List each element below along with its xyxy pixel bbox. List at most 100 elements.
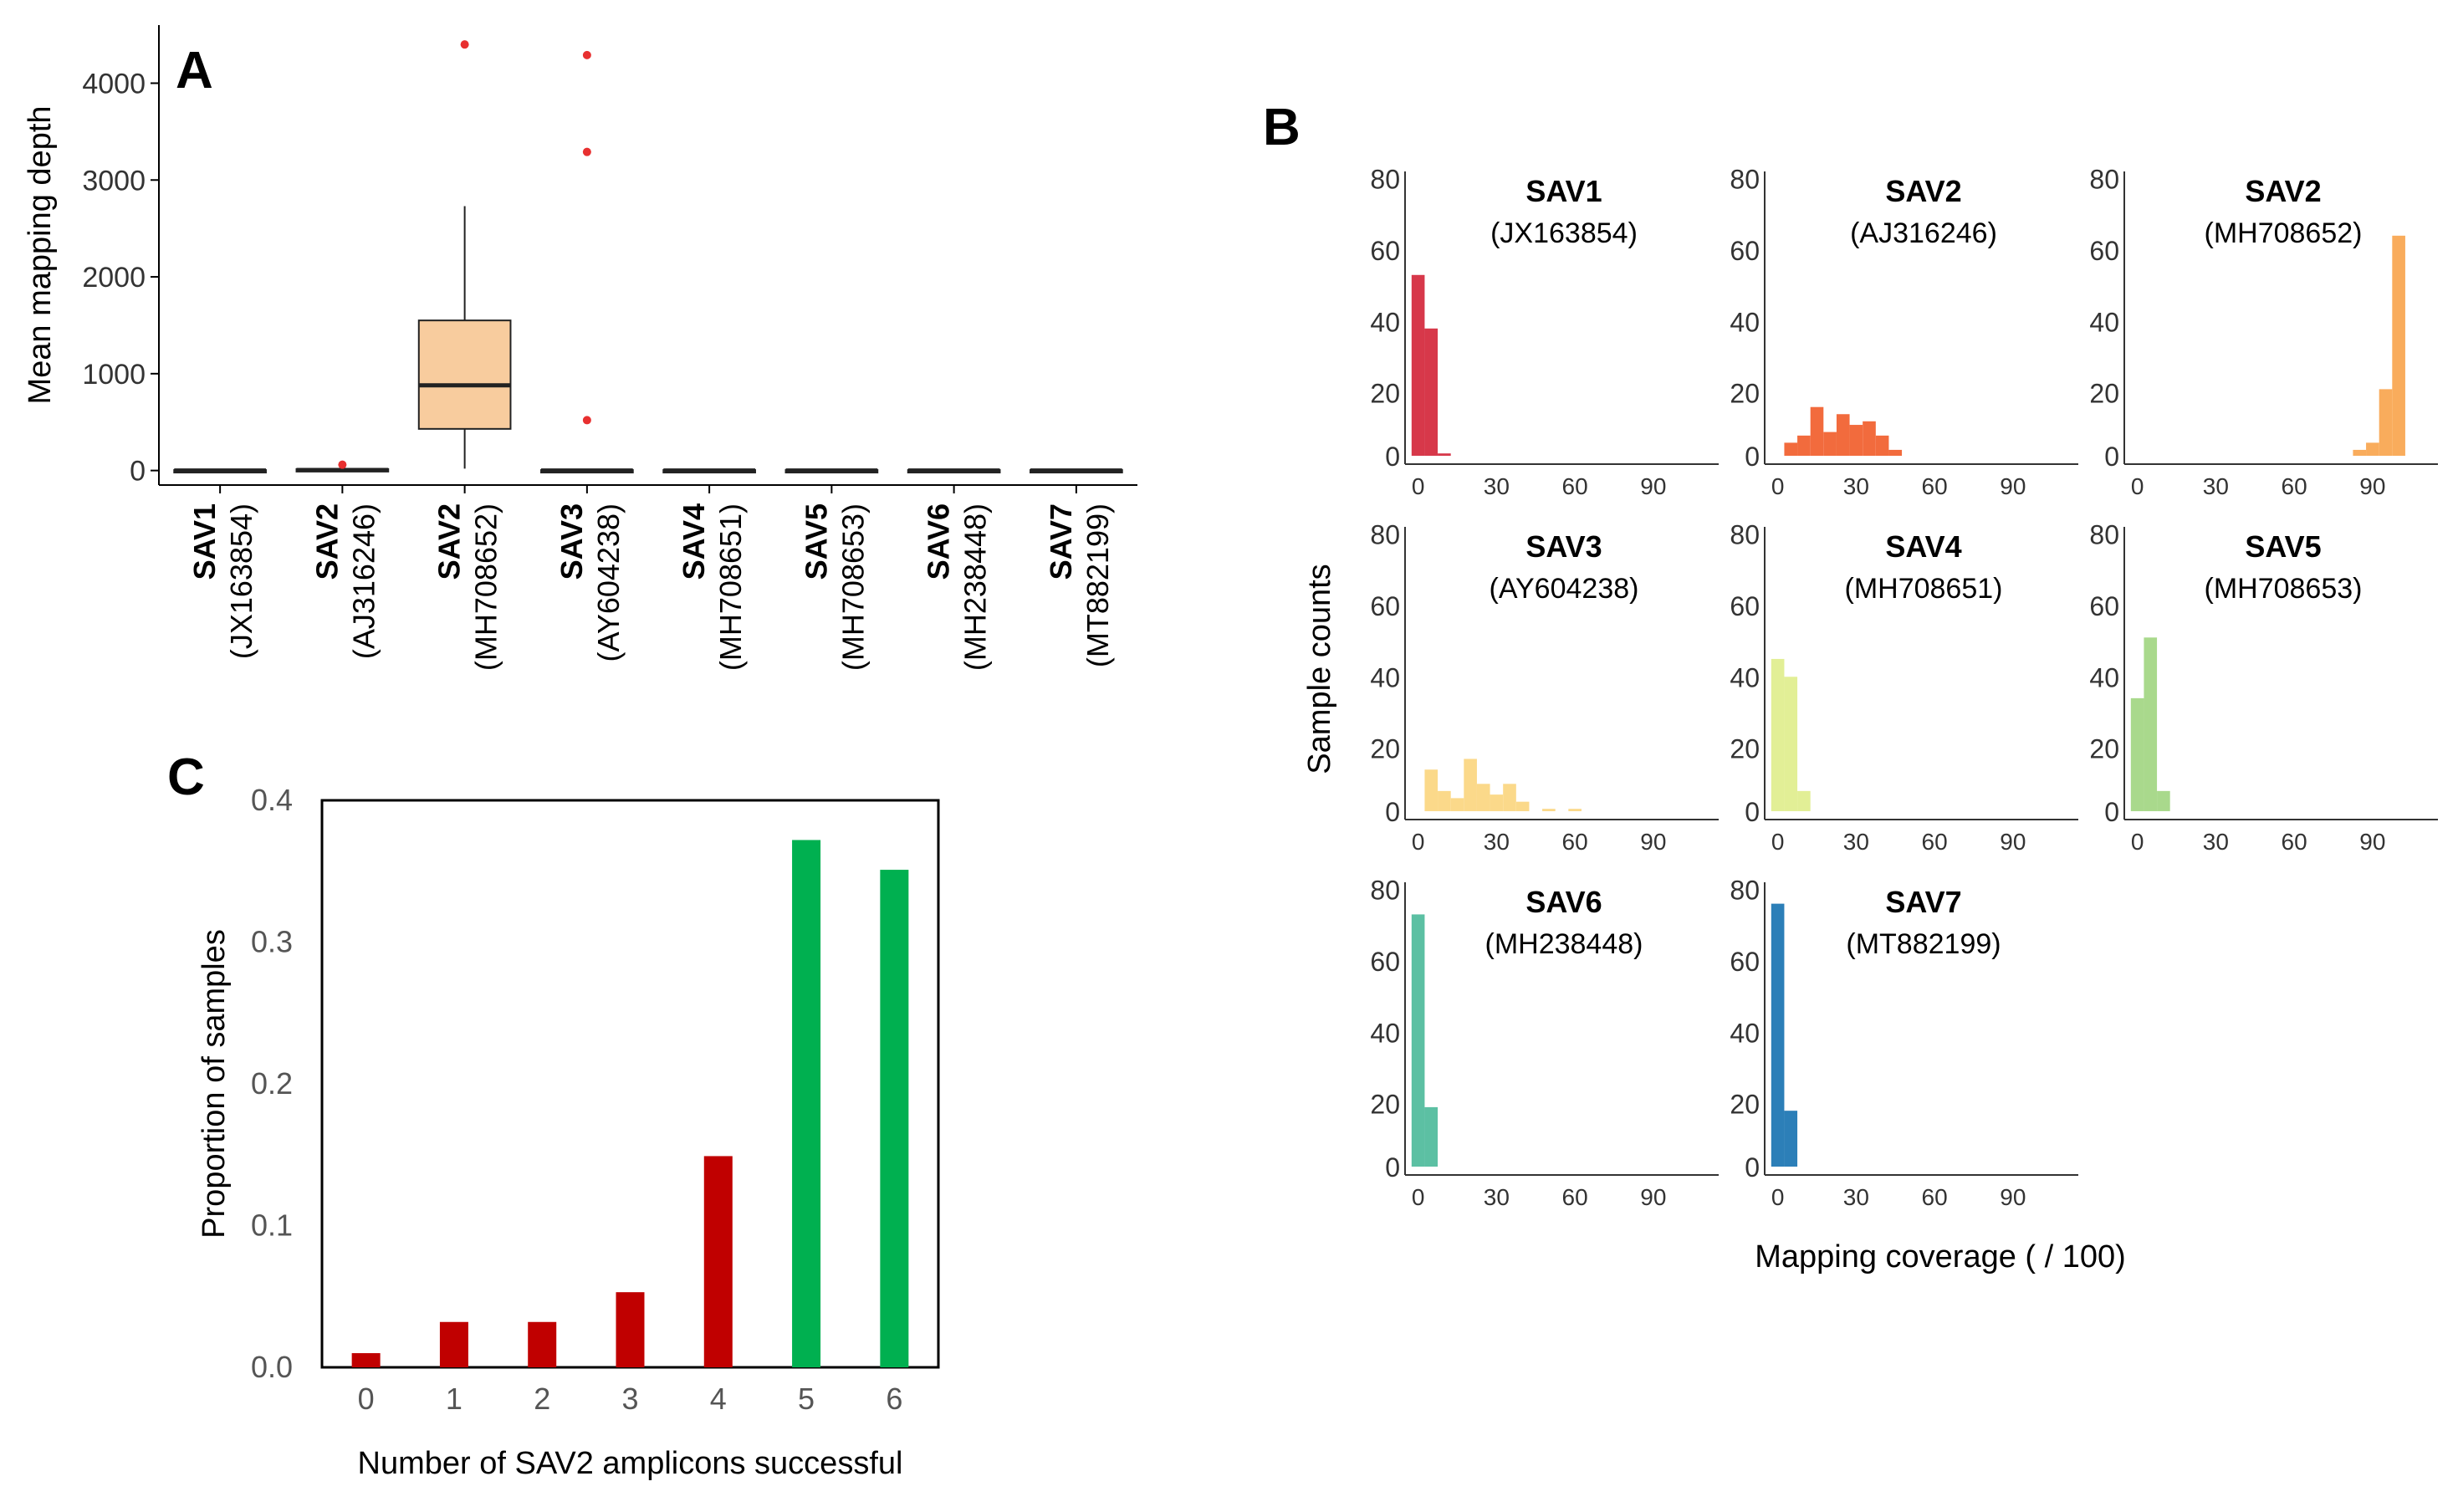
y-tick-label: 20: [2089, 734, 2119, 764]
y-tick-label: 40: [2089, 662, 2119, 692]
x-tick-label: 4: [710, 1382, 727, 1416]
x-tick-label: 90: [2000, 473, 2026, 499]
histogram-subtitle: (AY604238): [1490, 573, 1639, 605]
panel-c-barchart: 0 1 2 3 4 5 6 0.0 0.1 0.2 0.3 0.4 Number of SAV2 amp…: [197, 783, 940, 1481]
y-tick-label: 80: [1370, 876, 1400, 906]
y-tick-label: 40: [1370, 662, 1400, 692]
histogram-bar: [1424, 1106, 1439, 1167]
y-tick-label: 60: [1730, 947, 1760, 977]
histogram-bar: [1411, 914, 1425, 1167]
histogram-bar: [1875, 435, 1889, 456]
x-tick-label-name: SAV2: [309, 503, 344, 580]
x-tick-label: 30: [1484, 829, 1510, 855]
box-outlier-point: [582, 50, 591, 59]
y-tick-label: 80: [1730, 876, 1760, 906]
histogram-bar: [2366, 442, 2379, 456]
histogram-bar: [1836, 414, 1850, 456]
y-tick-label: 40: [1730, 1018, 1760, 1048]
y-tick-label: 20: [1730, 379, 1760, 409]
x-tick-label: 30: [1843, 829, 1869, 855]
histogram-bar: [1438, 453, 1451, 456]
histogram-bar: [1490, 794, 1504, 811]
x-tick-label-name: SAV6: [922, 503, 956, 580]
y-tick-label: 20: [2089, 379, 2119, 409]
y-tick-label: 1000: [82, 359, 146, 391]
y-tick-label: 0.0: [251, 1350, 293, 1384]
histogram-title: SAV3: [1525, 529, 1602, 564]
x-tick-label: 60: [2282, 473, 2307, 499]
y-tick-label: 0: [130, 456, 146, 488]
bar: [528, 1321, 557, 1367]
histogram-bar: [1823, 432, 1837, 456]
y-tick-label: 0.2: [251, 1066, 293, 1101]
histogram-bar: [1797, 435, 1811, 456]
x-tick-label: 60: [1922, 1184, 1948, 1210]
histogram-title: SAV4: [1885, 529, 1961, 564]
y-tick-label: 60: [1370, 947, 1400, 977]
y-tick-label: 40: [1370, 307, 1400, 337]
histogram-panel: 0 20 40 60 80 0 30 60 90 SAV4 (MH708651): [1730, 520, 2078, 855]
panel-b-histograms: 0 20 40 60 80 0 30 60 90 SAV1 (JX163854) 0 20 40 60 80 0…: [1302, 165, 2438, 1274]
y-tick-label: 60: [1370, 236, 1400, 266]
x-tick-label-accession: (MH708653): [836, 503, 870, 671]
histogram-title: SAV7: [1885, 885, 1961, 919]
x-tick-label: 90: [2000, 829, 2026, 855]
bar: [351, 1353, 381, 1367]
x-tick-label: 90: [2359, 473, 2385, 499]
y-tick-label: 0.3: [251, 925, 293, 959]
x-tick-label: 0: [1771, 473, 1785, 499]
y-tick-label: 40: [2089, 307, 2119, 337]
bar: [616, 1292, 645, 1367]
x-tick-label-name: SAV3: [554, 503, 589, 580]
y-tick-label: 60: [1730, 236, 1760, 266]
histogram-bar: [1424, 769, 1439, 811]
y-tick-label: 80: [1730, 165, 1760, 195]
histogram-subtitle: (JX163854): [1490, 217, 1638, 249]
histogram-subtitle: (MT882199): [1846, 928, 2001, 960]
panel-letter-c: C: [167, 748, 205, 806]
x-tick-label: 0: [1412, 829, 1425, 855]
x-tick-label: 60: [1922, 473, 1948, 499]
x-tick-label: 30: [1484, 473, 1510, 499]
panel-letter-a: A: [176, 42, 213, 100]
x-tick-label: 1: [446, 1382, 462, 1416]
histogram-panel: 0 20 40 60 80 0 30 60 90 SAV5 (MH708653): [2089, 520, 2438, 855]
histogram-subtitle: (AJ316246): [1850, 217, 1997, 249]
histogram-bar: [1464, 759, 1477, 811]
x-tick-label-accession: (MH708651): [713, 503, 748, 671]
histogram-bar: [1849, 425, 1863, 456]
x-axis-label: Mapping coverage ( / 100): [1755, 1239, 2126, 1274]
y-tick-label: 60: [2089, 591, 2119, 621]
y-tick-label: 0: [1385, 797, 1400, 827]
x-tick-label: 60: [1562, 473, 1588, 499]
histogram-subtitle: (MH708652): [2205, 217, 2363, 249]
bar: [703, 1156, 733, 1367]
y-tick-label: 60: [1730, 591, 1760, 621]
x-tick-label-accession: (MH708652): [469, 503, 503, 671]
histogram-bar: [1503, 784, 1516, 811]
x-tick-label-accession: (AY604238): [591, 503, 626, 662]
y-tick-label: 20: [1370, 734, 1400, 764]
y-axis-label: Proportion of samples: [197, 929, 232, 1239]
histogram-bar: [1784, 1111, 1798, 1167]
x-tick-label: 90: [1640, 829, 1666, 855]
histogram-bar: [2353, 449, 2367, 456]
y-tick-label: 3000: [82, 165, 146, 197]
y-tick-label: 0: [1745, 1152, 1760, 1183]
x-tick-label: 90: [1640, 473, 1666, 499]
histogram-title: SAV1: [1525, 174, 1602, 208]
x-tick-label: 30: [1843, 473, 1869, 499]
x-tick-label: 90: [2000, 1184, 2026, 1210]
histogram-bar: [1797, 790, 1811, 811]
x-tick-label: 90: [2359, 829, 2385, 855]
x-tick-label: 30: [2203, 473, 2229, 499]
histogram-subtitle: (MH708651): [1845, 573, 2003, 605]
histogram-bar: [1568, 809, 1582, 811]
y-tick-label: 60: [1370, 591, 1400, 621]
y-axis-label: Sample counts: [1302, 564, 1337, 774]
x-tick-label: 0: [1771, 829, 1785, 855]
x-tick-label: 30: [1484, 1184, 1510, 1210]
x-tick-label-name: SAV1: [187, 503, 222, 580]
